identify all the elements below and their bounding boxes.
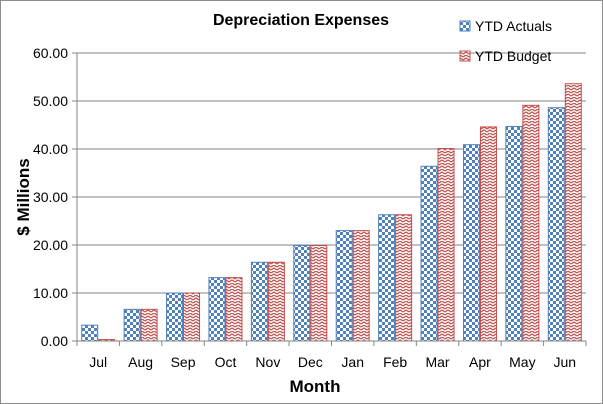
bar-ytd-budget-may — [522, 104, 540, 342]
x-tick-label: Apr — [469, 354, 491, 370]
legend-label: YTD Budget — [475, 48, 551, 64]
x-tick-label: Sep — [171, 354, 196, 370]
legend-swatch-ytd-budget — [459, 50, 471, 62]
x-tick-label: Mar — [425, 354, 449, 370]
bar-ytd-actuals-oct — [208, 277, 226, 342]
x-tick-label: Feb — [383, 354, 407, 370]
bar-ytd-actuals-aug — [123, 308, 141, 342]
legend-label: YTD Actuals — [475, 18, 552, 34]
bar-ytd-actuals-jan — [335, 230, 353, 342]
bar-ytd-actuals-nov — [250, 261, 268, 342]
y-tick-label: 10.00 — [33, 285, 68, 301]
bar-ytd-budget-jan — [352, 230, 370, 342]
x-tick-label: May — [509, 354, 535, 370]
bar-ytd-actuals-jul — [81, 324, 99, 342]
x-tick-label: Oct — [215, 354, 237, 370]
x-tick-label: Dec — [298, 354, 323, 370]
bar-ytd-budget-aug — [140, 308, 158, 342]
bar-ytd-actuals-dec — [293, 244, 311, 342]
bar-ytd-actuals-sep — [166, 292, 184, 342]
x-tick-label: Nov — [255, 354, 280, 370]
bar-ytd-budget-mar — [437, 148, 455, 342]
bar-ytd-budget-oct — [225, 277, 243, 342]
y-tick-label: 20.00 — [33, 237, 68, 253]
x-axis-label: Month — [290, 377, 341, 396]
x-tick-label: Jun — [554, 354, 577, 370]
bar-ytd-budget-sep — [183, 292, 201, 342]
bar-ytd-budget-apr — [479, 126, 497, 342]
x-tick-label: Jul — [89, 354, 107, 370]
bar-ytd-actuals-may — [505, 125, 523, 342]
x-tick-label: Aug — [128, 354, 153, 370]
bar-ytd-actuals-jun — [547, 107, 565, 342]
bar-ytd-budget-jun — [564, 83, 582, 342]
bar-ytd-budget-nov — [267, 261, 285, 342]
bar-ytd-budget-feb — [395, 214, 413, 342]
y-tick-label: 0.00 — [41, 333, 68, 349]
y-tick-label: 50.00 — [33, 93, 68, 109]
y-axis-label: $ Millions — [14, 158, 33, 235]
bar-ytd-actuals-mar — [420, 165, 438, 342]
y-tick-label: 60.00 — [33, 45, 68, 61]
bar-ytd-actuals-apr — [462, 144, 480, 342]
bar-ytd-actuals-feb — [378, 214, 396, 342]
chart-title: Depreciation Expenses — [213, 12, 389, 29]
y-tick-label: 40.00 — [33, 141, 68, 157]
x-tick-label: Jan — [341, 354, 364, 370]
y-tick-label: 30.00 — [33, 189, 68, 205]
bar-ytd-budget-dec — [310, 244, 328, 342]
legend-swatch-ytd-actuals — [459, 20, 471, 32]
